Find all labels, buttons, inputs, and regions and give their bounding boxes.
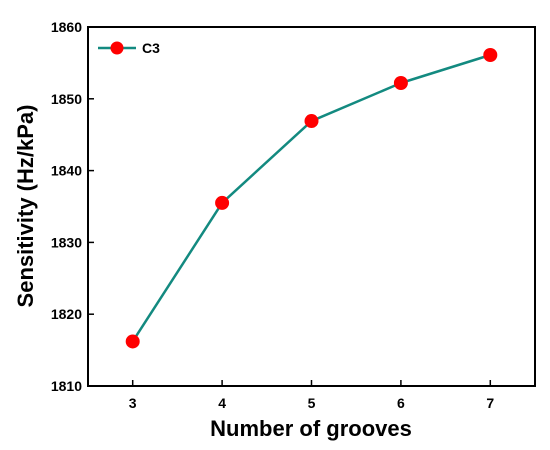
y-tick-label: 1830 [51, 234, 82, 250]
x-tick-label: 6 [397, 395, 405, 411]
y-tick-label: 1840 [51, 163, 82, 179]
data-point [483, 48, 498, 63]
y-axis-title: Sensitivity (Hz/kPa) [13, 105, 38, 308]
x-tick-label: 4 [218, 395, 226, 411]
y-tick-label: 1820 [51, 306, 82, 322]
x-tick-label: 5 [308, 395, 316, 411]
data-point [393, 76, 408, 91]
y-tick-label: 1860 [51, 19, 82, 35]
plot-frame [87, 26, 536, 387]
data-point [304, 114, 319, 129]
series-line-0 [131, 53, 491, 343]
x-axis-title: Number of grooves [210, 416, 412, 441]
legend-marker [110, 41, 124, 55]
data-point [215, 195, 230, 210]
legend: C3 [98, 40, 160, 56]
y-tick-label: 1850 [51, 91, 82, 107]
data-point [125, 334, 140, 349]
series-layer [125, 48, 498, 349]
axes: 3 4 5 6 7 1810 1820 1830 1840 1850 1860 [51, 19, 536, 411]
x-tick-label: 3 [129, 395, 137, 411]
x-tick-label: 7 [486, 395, 494, 411]
legend-label: C3 [142, 40, 160, 56]
y-tick-label: 1810 [51, 378, 82, 394]
